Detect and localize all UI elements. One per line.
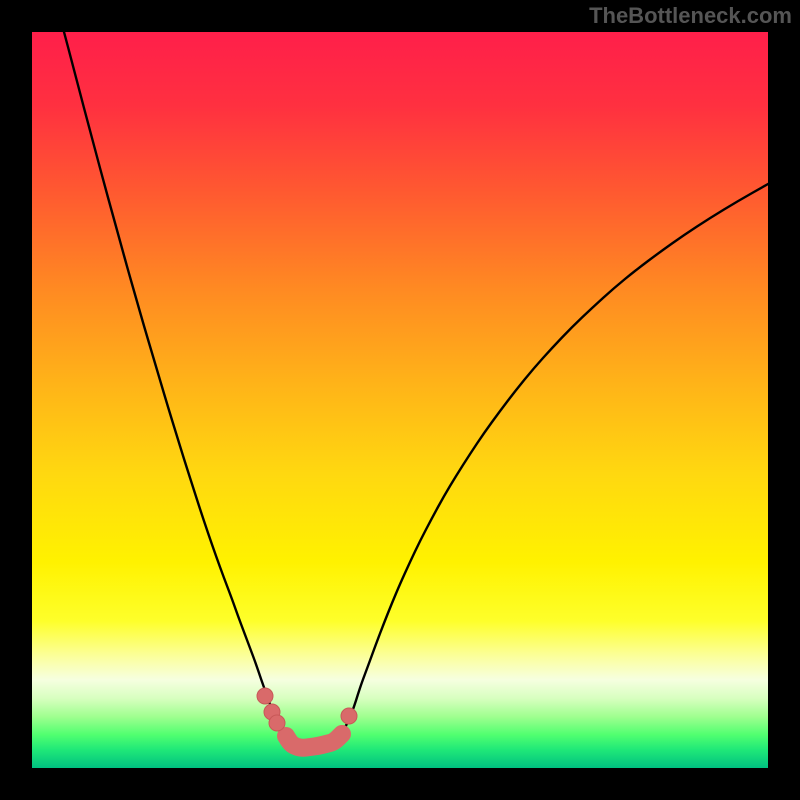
marker-dot-0: [257, 688, 273, 704]
figure-container: TheBottleneck.com: [0, 0, 800, 800]
marker-dot-3: [341, 708, 357, 724]
chart-svg: [32, 32, 768, 768]
plot-area: [32, 32, 768, 768]
curve-right-arm: [330, 184, 768, 744]
curve-left-arm: [64, 32, 330, 749]
marker-sausage: [286, 734, 342, 748]
watermark-text: TheBottleneck.com: [589, 3, 792, 29]
marker-dot-2: [269, 715, 285, 731]
